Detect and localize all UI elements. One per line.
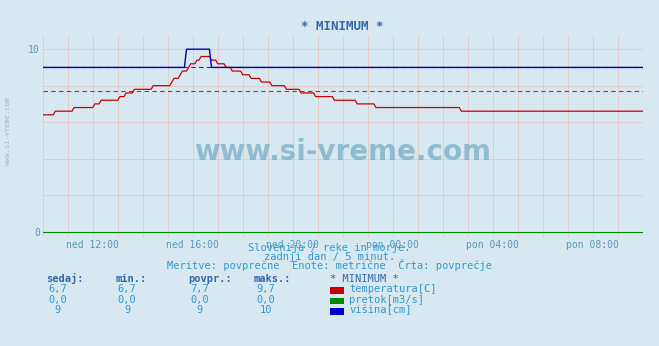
Text: 9: 9 <box>196 305 203 315</box>
Text: 0,0: 0,0 <box>49 295 67 305</box>
Text: 6,7: 6,7 <box>49 284 67 294</box>
Text: pretok[m3/s]: pretok[m3/s] <box>349 295 424 305</box>
Text: 0,0: 0,0 <box>256 295 275 305</box>
Text: 10: 10 <box>260 305 272 315</box>
Text: maks.:: maks.: <box>254 274 291 284</box>
Text: * MINIMUM *: * MINIMUM * <box>330 274 398 284</box>
Text: višina[cm]: višina[cm] <box>349 305 412 315</box>
Title: * MINIMUM *: * MINIMUM * <box>301 20 384 34</box>
Text: 9,7: 9,7 <box>256 284 275 294</box>
Text: Meritve: povprečne  Enote: metrične  Črta: povprečje: Meritve: povprečne Enote: metrične Črta:… <box>167 259 492 271</box>
Text: 9: 9 <box>55 305 61 315</box>
Text: 6,7: 6,7 <box>118 284 136 294</box>
Text: 7,7: 7,7 <box>190 284 209 294</box>
Text: min.:: min.: <box>115 274 146 284</box>
Text: 9: 9 <box>124 305 130 315</box>
Text: zadnji dan / 5 minut.: zadnji dan / 5 minut. <box>264 252 395 262</box>
Text: 0,0: 0,0 <box>190 295 209 305</box>
Text: www.si-vreme.com: www.si-vreme.com <box>5 98 11 165</box>
Text: temperatura[C]: temperatura[C] <box>349 284 437 294</box>
Text: Slovenija / reke in morje.: Slovenija / reke in morje. <box>248 243 411 253</box>
Text: 0,0: 0,0 <box>118 295 136 305</box>
Text: sedaj:: sedaj: <box>46 273 84 284</box>
Text: www.si-vreme.com: www.si-vreme.com <box>194 138 491 166</box>
Text: povpr.:: povpr.: <box>188 274 231 284</box>
